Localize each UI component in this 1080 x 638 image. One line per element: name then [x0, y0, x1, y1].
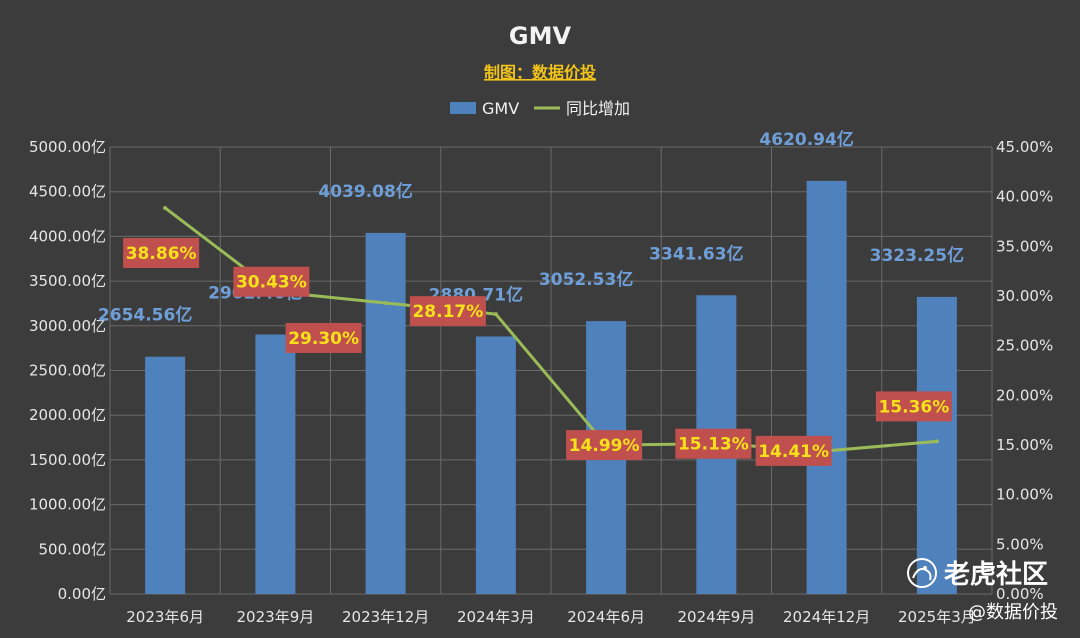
y-axis-right: 0.00% 5.00% 10.00% 15.00% 20.00% 25.00% 30.00%…	[996, 138, 1053, 603]
bar-data-label: 4620.94亿	[759, 129, 853, 150]
y-left-tick-label: 5000.00亿	[29, 138, 106, 156]
yoy-label-text: 38.86%	[126, 244, 197, 264]
y-right-tick-label: 40.00%	[996, 188, 1053, 206]
yoy-data-label: 29.30%	[285, 322, 362, 353]
yoy-label-text: 15.13%	[678, 435, 749, 455]
x-tick-label: 2024年6月	[567, 608, 645, 626]
tiger-logo-icon	[907, 558, 937, 588]
y-right-tick-label: 5.00%	[996, 535, 1044, 553]
yoy-data-label: 15.36%	[875, 391, 952, 422]
bar	[255, 334, 296, 594]
y-right-tick-label: 30.00%	[996, 287, 1053, 305]
yoy-label-box	[755, 435, 832, 466]
y-axis-left: 0.00亿 500.00亿 1000.00亿 1500.00亿 2000.00亿 2500…	[29, 138, 106, 603]
y-right-tick-label: 20.00%	[996, 386, 1053, 404]
x-axis: 2023年6月 2023年9月 2023年12月 2024年3月 2024年6月 2024…	[126, 608, 975, 626]
y-left-tick-label: 1000.00亿	[29, 496, 106, 514]
bar	[916, 296, 957, 594]
legend-label-gmv: GMV	[482, 99, 519, 118]
bar-data-label: 4039.08亿	[318, 181, 412, 202]
x-tick-label: 2024年3月	[457, 608, 535, 626]
legend-swatch-gmv	[450, 102, 476, 114]
bar-data-label: 3052.53亿	[539, 269, 633, 290]
y-left-tick-label: 4000.00亿	[29, 227, 106, 245]
legend-label-yoy: 同比增加	[566, 99, 630, 118]
chart-subtitle: 制图：数据价投	[484, 63, 596, 82]
yoy-label-box	[675, 428, 752, 459]
y-left-tick-label: 3000.00亿	[29, 317, 106, 335]
x-tick-label: 2023年6月	[126, 608, 204, 626]
yoy-point	[163, 205, 168, 210]
y-right-tick-label: 25.00%	[996, 337, 1053, 355]
yoy-label-text: 28.17%	[412, 302, 483, 322]
y-left-tick-label: 2000.00亿	[29, 406, 106, 424]
yoy-label-text: 30.43%	[236, 273, 307, 293]
x-tick-label: 2023年9月	[237, 608, 315, 626]
bar	[365, 232, 406, 594]
y-right-tick-label: 15.00%	[996, 436, 1053, 454]
y-right-tick-label: 35.00%	[996, 237, 1053, 255]
yoy-point	[934, 439, 939, 444]
yoy-data-label: 28.17%	[409, 296, 486, 327]
line-labels: 38.86% 30.43% 29.30% 28.17% 14.99% 15.13% 14.4…	[123, 237, 952, 466]
watermark: 老虎社区 @数据价投	[907, 558, 1058, 623]
yoy-label-box	[409, 296, 486, 327]
yoy-data-label: 14.41%	[755, 435, 832, 466]
x-tick-label: 2023年12月	[342, 608, 429, 626]
yoy-label-box	[123, 237, 200, 268]
y-left-tick-label: 3500.00亿	[29, 272, 106, 290]
bar	[475, 336, 516, 594]
yoy-label-box	[233, 266, 310, 297]
yoy-point	[493, 312, 498, 317]
yoy-label-box	[285, 322, 362, 353]
yoy-point	[383, 300, 388, 305]
bar-data-label: 3341.63亿	[649, 243, 743, 264]
legend: GMV 同比增加	[450, 99, 630, 118]
y-right-tick-label: 10.00%	[996, 486, 1053, 504]
y-left-tick-label: 500.00亿	[39, 540, 107, 558]
yoy-label-text: 14.41%	[758, 442, 829, 462]
yoy-data-label: 38.86%	[123, 237, 200, 268]
yoy-data-label: 14.99%	[566, 430, 643, 461]
yoy-label-box	[875, 391, 952, 422]
bar-data-label: 3323.25亿	[870, 245, 964, 266]
y-left-tick-label: 0.00亿	[58, 585, 106, 603]
y-right-tick-label: 45.00%	[996, 138, 1053, 156]
y-left-tick-label: 4500.00亿	[29, 183, 106, 201]
bar	[145, 356, 186, 594]
yoy-data-label: 15.13%	[675, 428, 752, 459]
y-left-tick-label: 2500.00亿	[29, 362, 106, 380]
yoy-label-box	[566, 430, 643, 461]
x-tick-label: 2024年9月	[678, 608, 756, 626]
yoy-label-text: 14.99%	[569, 436, 640, 456]
bar-data-label: 2654.56亿	[98, 305, 192, 326]
yoy-data-label: 30.43%	[233, 266, 310, 297]
chart-title: GMV	[509, 22, 572, 50]
watermark-handle: @数据价投	[968, 602, 1058, 623]
y-right-tick-label: 0.00%	[996, 585, 1044, 603]
yoy-label-text: 15.36%	[878, 397, 949, 417]
x-tick-label: 2024年12月	[783, 608, 870, 626]
bar	[806, 180, 847, 594]
yoy-label-text: 29.30%	[288, 329, 359, 349]
y-left-tick-label: 1500.00亿	[29, 451, 106, 469]
x-tick-label: 2025年3月	[898, 608, 976, 626]
watermark-brand: 老虎社区	[944, 559, 1048, 590]
